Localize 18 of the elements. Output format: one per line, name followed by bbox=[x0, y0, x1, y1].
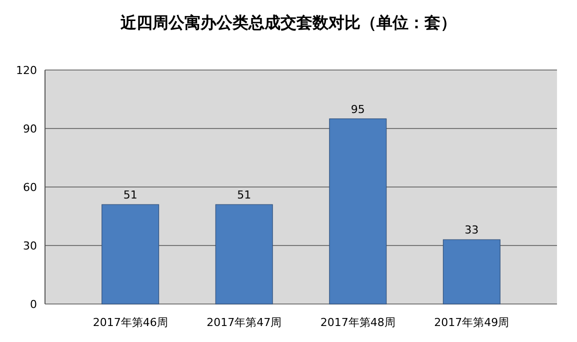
x-tick-label: 2017年第48周 bbox=[320, 316, 396, 329]
data-label: 51 bbox=[123, 188, 138, 202]
y-tick-label: 90 bbox=[23, 122, 37, 136]
bar bbox=[215, 204, 273, 304]
x-tick-label: 2017年第46周 bbox=[92, 316, 168, 329]
data-label: 51 bbox=[237, 188, 252, 202]
y-tick-label: 60 bbox=[23, 181, 37, 194]
data-label: 95 bbox=[350, 102, 365, 116]
x-tick-label: 2017年第49周 bbox=[434, 316, 510, 329]
x-tick-label: 2017年第47周 bbox=[206, 316, 282, 329]
bar bbox=[442, 239, 500, 304]
y-tick-label: 120 bbox=[16, 64, 37, 77]
chart-title: 近四周公寓办公类总成交套数对比（单位：套） bbox=[120, 13, 456, 32]
y-tick-label: 30 bbox=[23, 240, 37, 252]
bar bbox=[102, 204, 160, 304]
data-label: 33 bbox=[464, 224, 479, 237]
y-tick-label: 0 bbox=[30, 298, 37, 311]
bar bbox=[329, 118, 387, 304]
